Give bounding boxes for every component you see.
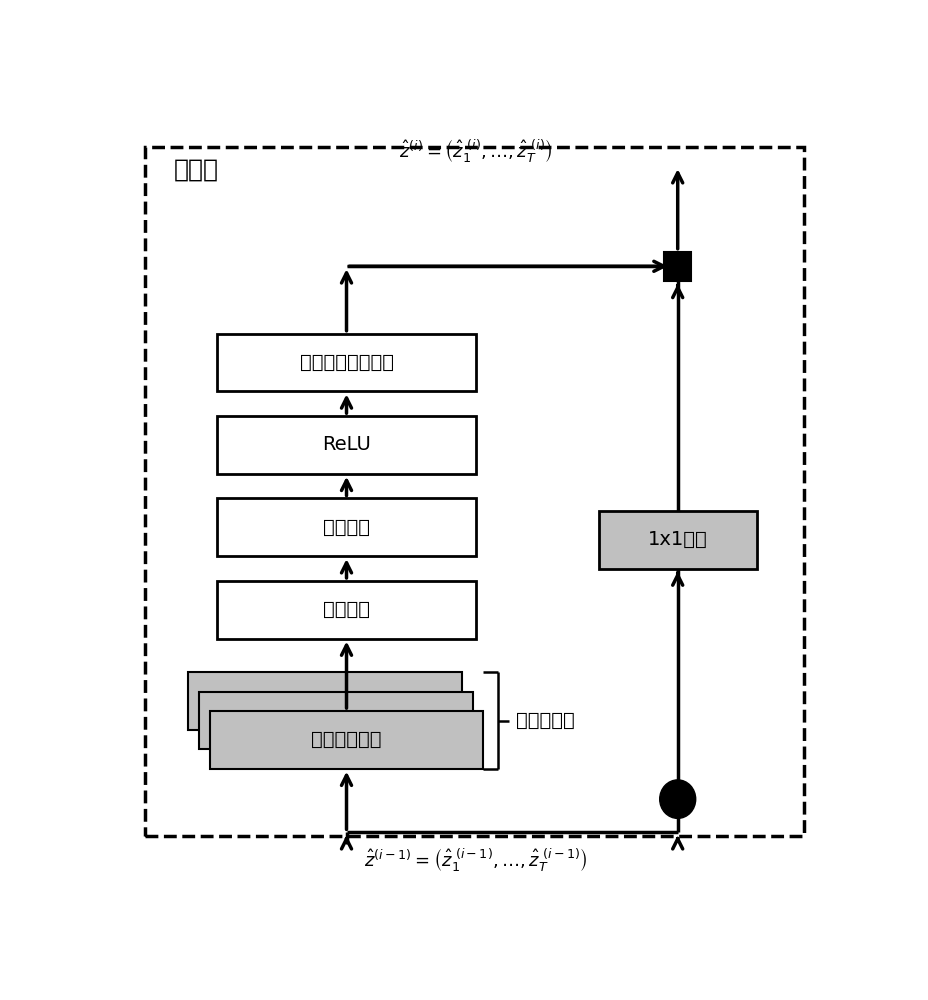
Bar [217,416,475,474]
Bar [664,252,690,281]
Text: ReLU: ReLU [322,435,370,454]
Text: 层归一化: 层归一化 [323,518,369,537]
Text: $\hat{z}^{(i-1)}=\left(\hat{z}_1^{\ (i-1)},\ldots,\hat{z}_T^{\ (i-1)}\right)$: $\hat{z}^{(i-1)}=\left(\hat{z}_1^{\ (i-1… [364,846,587,873]
Bar [217,581,475,639]
Text: 1x1卷积: 1x1卷积 [647,530,707,549]
Bar [187,672,461,730]
Text: 残差块: 残差块 [174,158,218,182]
Bar [199,692,472,749]
Text: 多个卷积核: 多个卷积核 [515,711,574,730]
Text: $\hat{z}^{(i)}=\left(\hat{z}_1^{\ (i)},\ldots,\hat{z}_T^{\ (i)}\right)$: $\hat{z}^{(i)}=\left(\hat{z}_1^{\ (i)},\… [399,137,552,164]
Bar [210,711,483,769]
Text: ...: ... [326,711,344,730]
Text: 神经元随机失失活: 神经元随机失失活 [299,353,393,372]
Circle shape [659,780,695,818]
Text: 批归一化: 批归一化 [323,600,369,619]
Text: 扩张因果卷积: 扩张因果卷积 [311,730,381,749]
Bar [598,511,756,569]
Bar [145,147,803,836]
Bar [217,498,475,556]
Bar [217,334,475,391]
